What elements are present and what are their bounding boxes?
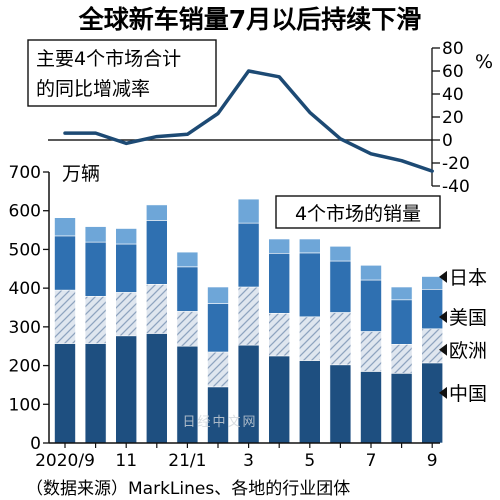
bar-segment	[207, 286, 229, 304]
legend-marker	[439, 311, 447, 323]
bar-segment	[146, 333, 168, 444]
legend-label: 美国	[449, 307, 487, 329]
bar-segment	[54, 235, 76, 291]
bar-segment	[237, 286, 260, 346]
bar-y-tick-label: 500	[9, 240, 41, 260]
bar-segment	[390, 286, 413, 301]
line-y-axis: 80 60 40 20 0 -20 -40	[431, 39, 470, 197]
bar-segment	[54, 217, 76, 237]
bar-x-tick-label: 7	[366, 451, 377, 471]
bar-segment	[360, 264, 382, 281]
chart-title: 全球新车销量7月以后持续下滑	[78, 5, 421, 34]
legend-label: 日本	[449, 267, 487, 289]
bar-segment	[54, 343, 76, 444]
bar-segment	[115, 243, 137, 293]
bar-segment	[237, 222, 260, 288]
line-chart: 80 60 40 20 0 -20 -40 %	[48, 39, 493, 197]
line-series	[63, 69, 434, 173]
bar-x-axis: 2020/9 11 21/1 3 5 7 9	[35, 443, 438, 471]
bar-segment	[329, 246, 352, 262]
bar-y-tick-label: 0	[30, 434, 41, 454]
line-title-line-1: 主要4个市场合计	[36, 48, 181, 70]
bar-segment	[207, 303, 229, 353]
line-y-tick-label: -40	[442, 177, 470, 197]
legend-label: 中国	[449, 383, 487, 405]
line-unit-label: %	[475, 51, 493, 73]
bar-segment	[237, 198, 260, 224]
bar-y-axis: 0 100 200 300 400 500 600 700	[9, 163, 49, 454]
legend-marker	[439, 270, 447, 283]
bar-segment	[421, 362, 444, 444]
bar-segment	[146, 220, 168, 285]
bar-segment	[146, 204, 168, 221]
bar-segment	[54, 289, 76, 344]
bar-x-tick-label: 2020/9	[35, 451, 95, 471]
legend-marker	[439, 343, 447, 356]
bar-segment	[298, 316, 321, 361]
bar-segment	[84, 226, 107, 243]
line-y-tick-label: 20	[442, 108, 464, 128]
bar-segment	[84, 295, 107, 344]
bar-segment	[176, 251, 199, 268]
line-y-tick-label: 60	[442, 62, 464, 82]
bar-x-tick-label: 11	[115, 451, 137, 471]
line-y-tick-label: 80	[442, 39, 464, 59]
bar-y-tick-label: 700	[9, 163, 41, 183]
bar-segment	[421, 276, 444, 290]
bar-segment	[207, 351, 229, 388]
bar-segment	[84, 241, 107, 297]
bar-segment	[115, 228, 137, 245]
bar-y-tick-label: 600	[9, 202, 41, 222]
bar-segment	[268, 355, 291, 444]
bar-segment	[360, 279, 382, 332]
line-y-tick-label: -20	[442, 154, 470, 174]
bar-segment	[390, 299, 413, 345]
bar-segment	[268, 238, 291, 254]
bar-segment	[390, 343, 413, 374]
bar-segment	[176, 311, 199, 347]
bar-y-tick-label: 100	[9, 395, 41, 415]
bar-segment	[421, 288, 444, 330]
bar-segment	[298, 252, 321, 318]
bar-segment	[84, 343, 107, 444]
bar-segment	[329, 364, 352, 444]
bar-y-tick-label: 200	[9, 357, 41, 377]
bar-segment	[115, 292, 137, 337]
line-title-box: 主要4个市场合计 的同比增减率	[27, 39, 217, 107]
bar-x-tick-label: 5	[304, 451, 315, 471]
bar-title: 4个市场的销量	[295, 203, 421, 225]
bar-y-tick-label: 400	[9, 279, 41, 299]
line-y-tick-label: 40	[442, 85, 464, 105]
bar-segment	[115, 335, 137, 444]
bar-segment	[360, 331, 382, 372]
bar-segment	[298, 360, 321, 444]
bar-segment	[329, 260, 352, 313]
bar-x-tick-label: 21/1	[168, 451, 206, 471]
bar-segment	[421, 328, 444, 364]
bar-segment	[329, 312, 352, 366]
bar-segment	[298, 238, 321, 254]
bar-x-tick-label: 3	[243, 451, 254, 471]
bar-unit-label: 万辆	[62, 163, 100, 185]
source-note: （数据来源）MarkLines、各地的行业团体	[26, 479, 350, 499]
line-y-tick-label: 0	[442, 131, 453, 151]
bar-segment	[146, 283, 168, 334]
bar-segment	[268, 312, 291, 357]
bar-segment	[390, 372, 413, 444]
bar-segment	[360, 371, 382, 444]
line-title-line-2: 的同比增减率	[36, 78, 150, 100]
legend-label: 欧洲	[449, 340, 487, 362]
bar-title-box: 4个市场的销量	[275, 195, 441, 229]
bar-segment	[176, 266, 199, 312]
bar-series	[54, 198, 444, 444]
watermark: 日经中文网	[182, 415, 257, 430]
bar-y-tick-label: 300	[9, 318, 41, 338]
bar-x-tick-label: 9	[427, 451, 438, 471]
legend-marker	[439, 386, 447, 399]
bar-segment	[268, 253, 291, 314]
